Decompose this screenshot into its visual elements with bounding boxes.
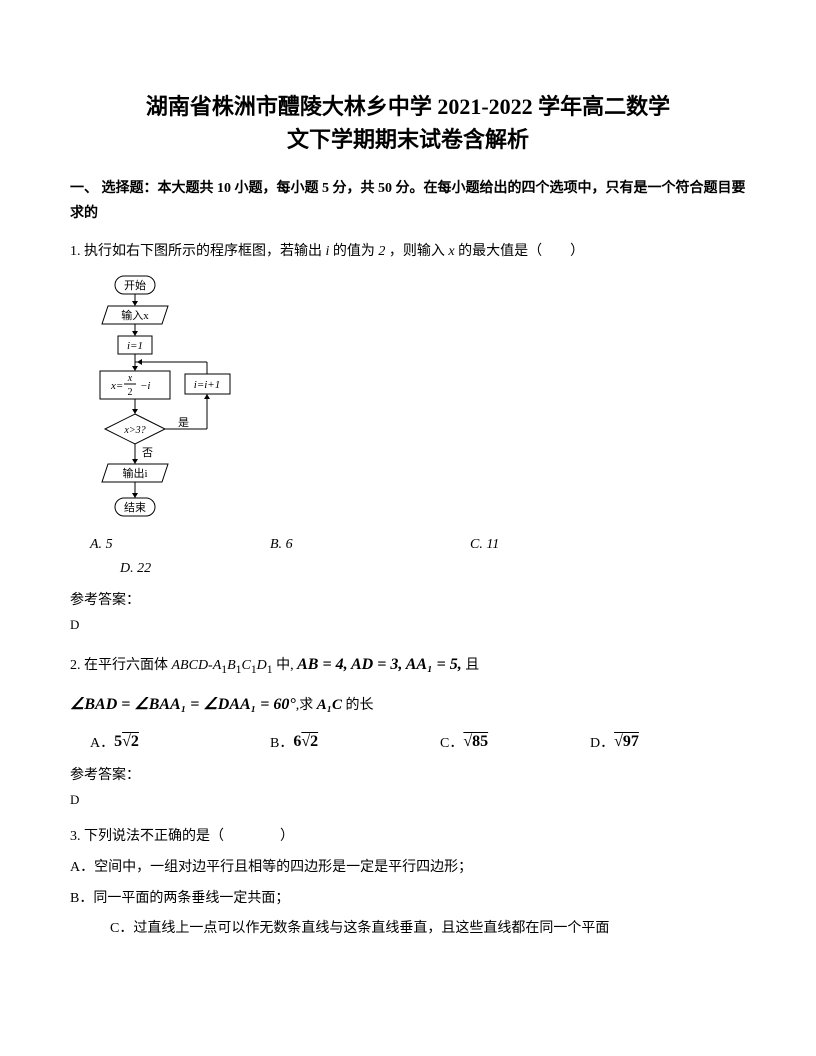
q3-option-b: B．同一平面的两条垂线一定共面；: [70, 884, 746, 915]
q2-c-value: √85: [463, 733, 488, 751]
q1-option-c: C. 11: [470, 537, 610, 553]
q1-prefix: 1. 执行如右下图所示的程序框图，若输出: [70, 244, 322, 259]
q2-answer-label: 参考答案：: [70, 764, 746, 784]
fc-cond: x>3?: [123, 425, 145, 436]
svg-text:2: 2: [128, 387, 133, 398]
fc-input: 输入x: [121, 308, 149, 322]
q1-answer-label: 参考答案：: [70, 589, 746, 609]
q2-a-value: 5√2: [114, 733, 139, 751]
q2-formula-2: ∠BAD = ∠BAA₁ = ∠DAA₁ = 60°: [70, 696, 296, 713]
q1-answer: D: [70, 617, 746, 633]
title-line-2: 文下学期期末试卷含解析: [70, 123, 746, 156]
section-header: 一、 选择题：本大题共 10 小题，每小题 5 分，共 50 分。在每小题给出的…: [70, 176, 746, 226]
q2-formula-1: AB = 4, AD = 3, AA₁ = 5,: [297, 656, 462, 673]
q1-option-a: A. 5: [70, 537, 270, 553]
q1-options-row-1: A. 5 B. 6 C. 11: [70, 537, 746, 553]
question-3: 3. 下列说法不正确的是（ ）: [70, 822, 746, 853]
question-2-line-2: ∠BAD = ∠BAA₁ = ∠DAA₁ = 60°,求 A₁C 的长: [70, 687, 746, 722]
q2-options: A． 5√2 B． 6√2 C． √85 D． √97: [90, 732, 746, 752]
q2-answer: D: [70, 792, 746, 808]
q1-var-x: x: [448, 244, 454, 259]
svg-text:−i: −i: [140, 380, 150, 392]
fc-inc: i=i+1: [194, 379, 220, 391]
title-line-1: 湖南省株洲市醴陵大林乡中学 2021-2022 学年高二数学: [70, 90, 746, 123]
fc-end: 结束: [124, 501, 146, 514]
q2-b-value: 6√2: [293, 733, 318, 751]
q2-ac: A₁C: [317, 697, 342, 713]
fc-no: 否: [142, 447, 153, 459]
document-title: 湖南省株洲市醴陵大林乡中学 2021-2022 学年高二数学 文下学期期末试卷含…: [70, 90, 746, 156]
flowchart-diagram: 开始 输入x i=1 x= x 2 −i i=i+1 x>3? 是: [90, 274, 746, 529]
q1-suffix: 的最大值是（ ）: [458, 244, 584, 259]
q2-option-c: C． √85: [440, 732, 590, 752]
q2-option-a: A． 5√2: [90, 732, 270, 752]
fc-assign-x: x=: [110, 380, 123, 392]
q1-mid1: 的值为: [333, 244, 375, 259]
fc-init: i=1: [127, 340, 143, 352]
svg-text:x: x: [127, 373, 133, 384]
q2-d-value: √97: [614, 733, 639, 751]
question-2-line-1: 2. 在平行六面体 ABCD-A1B1C1D1 中, AB = 4, AD = …: [70, 647, 746, 682]
q1-mid2: ，则输入: [389, 244, 445, 259]
q1-options-row-2: D. 22: [70, 561, 746, 577]
q2-option-b: B． 6√2: [270, 732, 440, 752]
fc-start: 开始: [124, 278, 146, 292]
fc-yes: 是: [178, 416, 189, 429]
q3-option-c: C．过直线上一点可以作无数条直线与这条直线垂直，且这些直线都在同一个平面: [70, 914, 746, 945]
q2-option-d: D． √97: [590, 732, 639, 752]
q1-var-i: i: [326, 244, 330, 259]
fc-output: 输出i: [122, 466, 147, 480]
q1-option-d: D. 22: [70, 561, 151, 577]
q3-option-a: A．空间中，一组对边平行且相等的四边形是一定是平行四边形；: [70, 853, 746, 884]
question-1: 1. 执行如右下图所示的程序框图，若输出 i 的值为 2 ，则输入 x 的最大值…: [70, 238, 746, 266]
q1-val-2: 2: [378, 244, 385, 259]
q1-option-b: B. 6: [270, 537, 470, 553]
